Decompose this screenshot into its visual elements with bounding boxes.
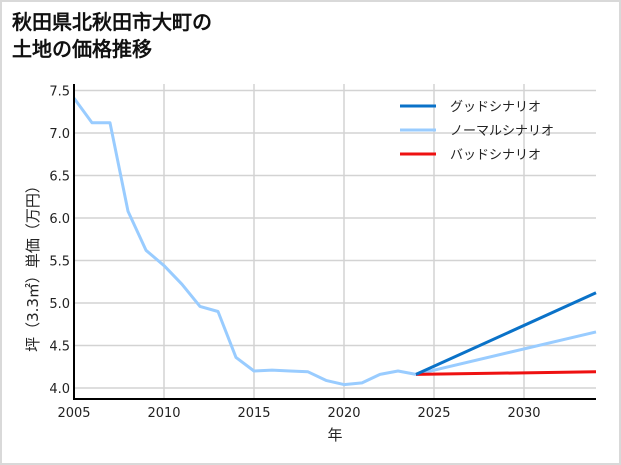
- y-tick-label: 4.0: [49, 382, 70, 397]
- y-axis-label: 坪（3.3㎡）単価（万円）: [24, 178, 42, 352]
- y-tick-label: 5.0: [49, 297, 70, 312]
- series-line-good: [415, 291, 597, 376]
- y-tick-label: 7.0: [49, 127, 70, 142]
- y-tick-label: 4.5: [49, 340, 70, 355]
- x-tick-label: 2020: [327, 406, 360, 421]
- gridlines: [74, 84, 596, 399]
- chart-title-line2: 土地の価格推移: [12, 37, 152, 61]
- x-tick-label: 2010: [147, 406, 180, 421]
- series-line-normal: [415, 330, 597, 376]
- series-line-bad: [415, 370, 597, 376]
- y-tick-label: 6.5: [49, 170, 70, 185]
- chart-title-line1: 秋田県北秋田市大町の: [12, 10, 212, 34]
- x-tick-label: 2015: [237, 406, 270, 421]
- axes: [73, 84, 596, 400]
- y-tick-label: 5.5: [49, 255, 70, 270]
- y-tick-label: 7.5: [49, 85, 70, 100]
- legend-label-bad: バッドシナリオ: [450, 148, 541, 163]
- x-tick-label: 2025: [417, 406, 450, 421]
- x-axis-label: 年: [327, 426, 342, 444]
- data-series: [72, 97, 597, 387]
- chart-title: 秋田県北秋田市大町の 土地の価格推移: [12, 9, 212, 63]
- legend-label-normal: ノーマルシナリオ: [450, 124, 554, 139]
- series-line-history: [72, 97, 417, 387]
- x-tick-label: 2030: [507, 406, 540, 421]
- y-tick-label: 6.0: [49, 212, 70, 227]
- x-tick-label: 2005: [57, 406, 90, 421]
- tick-labels: 4.0 4.5 5.0 5.5 6.0 6.5 7.0 7.5 2005 2010 2015 2020…: [49, 85, 540, 422]
- legend-label-good: グッドシナリオ: [450, 100, 541, 115]
